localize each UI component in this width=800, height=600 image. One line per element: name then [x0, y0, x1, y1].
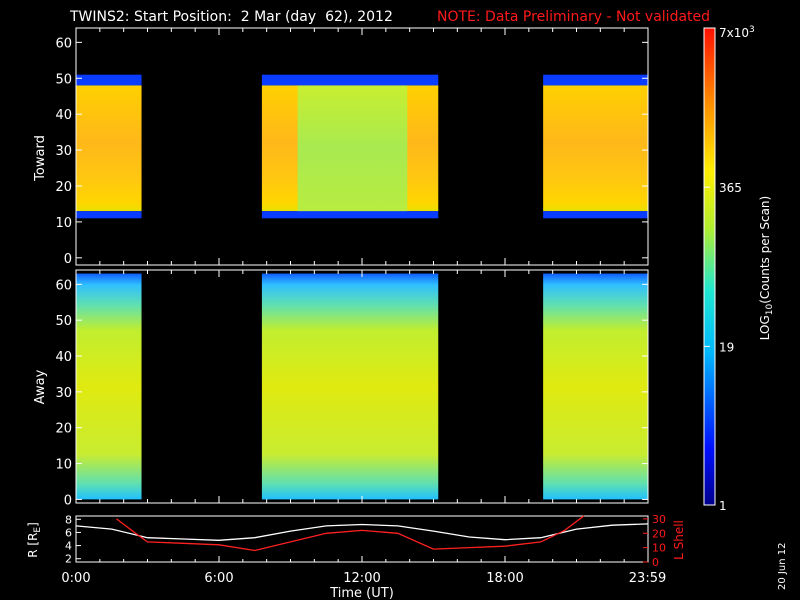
y-tick-label: 40 — [55, 350, 72, 365]
toward-blue-edge-upper — [543, 74, 648, 86]
toward-blue-edge-upper — [76, 74, 142, 86]
r-tick-label: 4 — [65, 540, 72, 553]
time-tick-label: 23:59 — [629, 571, 666, 586]
toward-y-axis: 0 10 20 30 40 50 60 — [55, 28, 649, 267]
y-tick-label: 10 — [55, 458, 72, 473]
y-tick-label: 40 — [55, 108, 72, 123]
away-y-axis: 0 10 20 30 40 50 60 — [55, 270, 649, 508]
colorbar: 7x103 365 19 1 LOG10(Counts per Scan) — [703, 25, 775, 513]
colorbar-scale — [703, 27, 716, 506]
lshell-tick-label: 10 — [652, 542, 666, 555]
time-tick-label: 0:00 — [61, 571, 90, 586]
y-tick-label: 30 — [55, 386, 72, 401]
toward-panel: 0 10 20 30 40 50 60 Toward — [33, 27, 649, 267]
away-flux-band — [261, 273, 439, 500]
lshell-tick-label: 0 — [652, 556, 659, 569]
y-tick-label: 50 — [55, 72, 72, 87]
colorbar-tick-label: 19 — [719, 340, 734, 354]
colorbar-ticks: 7x103 365 19 1 — [704, 25, 755, 513]
away-spectrogram — [76, 273, 648, 500]
preliminary-note: NOTE: Data Preliminary - Not validated — [437, 9, 710, 25]
colorbar-tick-label: 7x103 — [719, 25, 755, 40]
toward-flux-band — [543, 85, 648, 212]
y-tick-label: 10 — [55, 216, 72, 231]
time-axis: 0:00 6:00 12:00 18:00 23:59 — [61, 556, 666, 586]
colorbar-label: LOG10(Counts per Scan) — [758, 196, 775, 340]
y-tick-label: 20 — [55, 422, 72, 437]
y-tick-label: 30 — [55, 144, 72, 159]
away-y-label: Away — [33, 369, 48, 404]
toward-blue-edge-lower — [261, 211, 439, 219]
r-distance-line — [75, 523, 649, 541]
toward-blue-edge-lower — [76, 211, 142, 219]
lshell-tick-label: 20 — [652, 527, 666, 540]
orbit-frame — [75, 515, 649, 563]
toward-blue-edge-lower — [543, 211, 648, 219]
time-tick-label: 12:00 — [343, 571, 380, 586]
time-axis-label: Time (UT) — [329, 586, 394, 600]
toward-flux-band — [76, 85, 142, 212]
toward-y-label: Toward — [33, 135, 48, 182]
y-tick-label: 60 — [55, 36, 72, 51]
r-tick-label: 2 — [65, 553, 72, 566]
y-tick-label: 0 — [64, 252, 72, 267]
lshell-tick-label: 30 — [652, 513, 666, 526]
y-tick-label: 0 — [64, 493, 72, 508]
away-flux-band — [76, 273, 142, 500]
orbit-lines — [75, 515, 649, 552]
time-tick-label: 6:00 — [204, 571, 233, 586]
r-tick-label: 8 — [65, 513, 72, 526]
r-tick-label: 6 — [65, 526, 72, 539]
away-panel: 0 10 20 30 40 50 60 Away — [33, 269, 649, 508]
date-stamp: 20 Jun 12 — [777, 543, 788, 590]
time-tick-label: 18:00 — [486, 571, 523, 586]
toward-spectrogram — [76, 74, 648, 219]
orbit-lshell-label: L Shell — [672, 520, 686, 560]
toward-midday-band — [297, 85, 408, 212]
away-flux-band — [543, 273, 648, 500]
y-tick-label: 50 — [55, 314, 72, 329]
y-tick-label: 60 — [55, 278, 72, 293]
figure-title: TWINS2: Start Position: 2 Mar (day 62), … — [69, 9, 393, 25]
toward-blue-edge-upper — [261, 74, 439, 86]
lshell-line — [116, 515, 585, 552]
colorbar-tick-label: 1 — [719, 499, 727, 513]
y-tick-label: 20 — [55, 180, 72, 195]
colorbar-tick-label: 365 — [719, 181, 742, 195]
orbit-r-label: R [RE] — [26, 522, 43, 558]
